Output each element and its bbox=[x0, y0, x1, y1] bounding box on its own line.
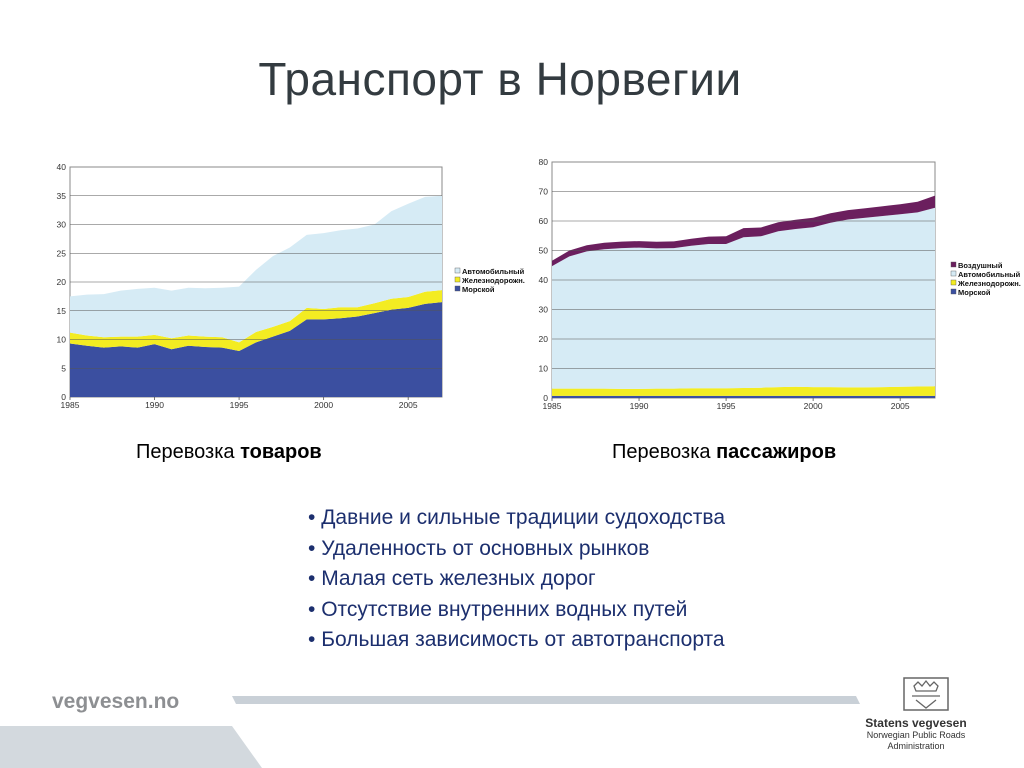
slide-title: Транспорт в Норвегии bbox=[258, 53, 742, 105]
legend-swatch-1-2 bbox=[950, 270, 957, 277]
x-tick-label-0-3: 2000 bbox=[314, 400, 333, 410]
org-subtitle-2: Administration bbox=[887, 741, 945, 751]
legend-label-1-3: Воздушный bbox=[958, 261, 1003, 270]
y-tick-label-0-5: 25 bbox=[57, 248, 67, 258]
bullet-item: Большая зависимость от автотранспорта bbox=[308, 625, 725, 656]
legend-swatch-0-1 bbox=[454, 276, 461, 283]
x-tick-label-0-1: 1990 bbox=[145, 400, 164, 410]
x-tick-label-1-2: 1995 bbox=[717, 401, 736, 411]
passenger-chart-caption: Перевозка пассажиров bbox=[612, 441, 836, 464]
y-tick-label-0-2: 10 bbox=[57, 335, 67, 345]
area-series-0-0 bbox=[70, 302, 442, 397]
y-tick-label-1-6: 60 bbox=[539, 216, 549, 226]
passenger-transport-chart: 0 10 20 30 40 50 60 70 80 1985 1990 1995 2000 2005 Воз… bbox=[539, 157, 1021, 411]
legend-label-0-0: Морской bbox=[462, 285, 495, 294]
area-series-1-0 bbox=[552, 395, 935, 398]
area-series-1-3 bbox=[552, 195, 935, 267]
area-series-1-2 bbox=[552, 207, 935, 389]
legend-swatch-1-3 bbox=[950, 261, 957, 268]
legend-label-1-1: Железнодорожн. bbox=[957, 279, 1021, 288]
footer-stripes bbox=[0, 696, 860, 768]
y-tick-label-1-4: 40 bbox=[539, 275, 549, 285]
legend-label-1-0: Морской bbox=[958, 288, 991, 297]
org-name: Statens vegvesen bbox=[865, 716, 967, 730]
area-series-0-1 bbox=[70, 290, 442, 351]
org-block: Statens vegvesen Norwegian Public Roads … bbox=[856, 716, 976, 752]
goods-caption-bold: товаров bbox=[240, 441, 322, 463]
passenger-caption-bold: пассажиров bbox=[716, 441, 837, 463]
bullet-list: Давние и сильные традиции судоходства Уд… bbox=[308, 503, 725, 656]
y-tick-label-1-8: 80 bbox=[539, 157, 549, 167]
y-tick-label-0-4: 20 bbox=[57, 277, 67, 287]
legend-label-0-2: Автомобильный bbox=[462, 267, 525, 276]
x-tick-label-1-1: 1990 bbox=[630, 401, 649, 411]
x-tick-label-1-3: 2000 bbox=[804, 401, 823, 411]
legend-swatch-0-0 bbox=[454, 285, 461, 292]
y-tick-label-0-6: 30 bbox=[57, 220, 67, 230]
x-tick-label-0-2: 1995 bbox=[230, 400, 249, 410]
x-tick-label-1-4: 2005 bbox=[891, 401, 910, 411]
y-tick-label-1-3: 30 bbox=[539, 305, 549, 315]
y-tick-label-1-1: 10 bbox=[539, 364, 549, 374]
x-tick-label-0-0: 1985 bbox=[61, 400, 80, 410]
brand-website: vegvesen.no bbox=[52, 690, 180, 713]
bullet-item: Отсутствие внутренних водных путей bbox=[308, 595, 725, 626]
x-tick-label-0-4: 2005 bbox=[399, 400, 418, 410]
y-tick-label-1-0: 0 bbox=[543, 393, 548, 403]
vegvesen-crown-logo-icon bbox=[903, 677, 949, 711]
area-series-1-1 bbox=[552, 386, 935, 396]
legend-label-1-2: Автомобильный bbox=[958, 270, 1021, 279]
y-tick-label-1-7: 70 bbox=[539, 187, 549, 197]
goods-caption-prefix: Перевозка bbox=[136, 441, 241, 463]
y-tick-label-0-8: 40 bbox=[57, 162, 67, 172]
legend-swatch-0-2 bbox=[454, 267, 461, 274]
x-tick-label-1-0: 1985 bbox=[543, 401, 562, 411]
legend-label-0-1: Железнодорожн. bbox=[461, 276, 525, 285]
y-tick-label-0-7: 35 bbox=[57, 191, 67, 201]
y-tick-label-1-5: 50 bbox=[539, 246, 549, 256]
passenger-caption-prefix: Перевозка bbox=[612, 441, 717, 463]
org-subtitle-1: Norwegian Public Roads bbox=[866, 730, 966, 740]
legend-1: ВоздушныйАвтомобильныйЖелезнодорожн.Морс… bbox=[950, 261, 1021, 297]
legend-swatch-1-1 bbox=[950, 279, 957, 286]
bullet-item: Малая сеть железных дорог bbox=[308, 564, 725, 595]
bullet-item: Удаленность от основных рынков bbox=[308, 534, 725, 565]
area-series-0-2 bbox=[70, 195, 442, 343]
legend-swatch-1-0 bbox=[950, 288, 957, 295]
goods-transport-chart: 0 5 10 15 20 25 30 35 40 1985 1990 1995 2000 2005 Авто… bbox=[57, 162, 525, 410]
bullet-item: Давние и сильные традиции судоходства bbox=[308, 503, 725, 534]
y-tick-label-0-1: 5 bbox=[61, 363, 66, 373]
y-tick-label-1-2: 20 bbox=[539, 334, 549, 344]
y-tick-label-0-0: 0 bbox=[61, 392, 66, 402]
y-tick-label-0-3: 15 bbox=[57, 306, 67, 316]
goods-chart-caption: Перевозка товаров bbox=[136, 441, 322, 464]
